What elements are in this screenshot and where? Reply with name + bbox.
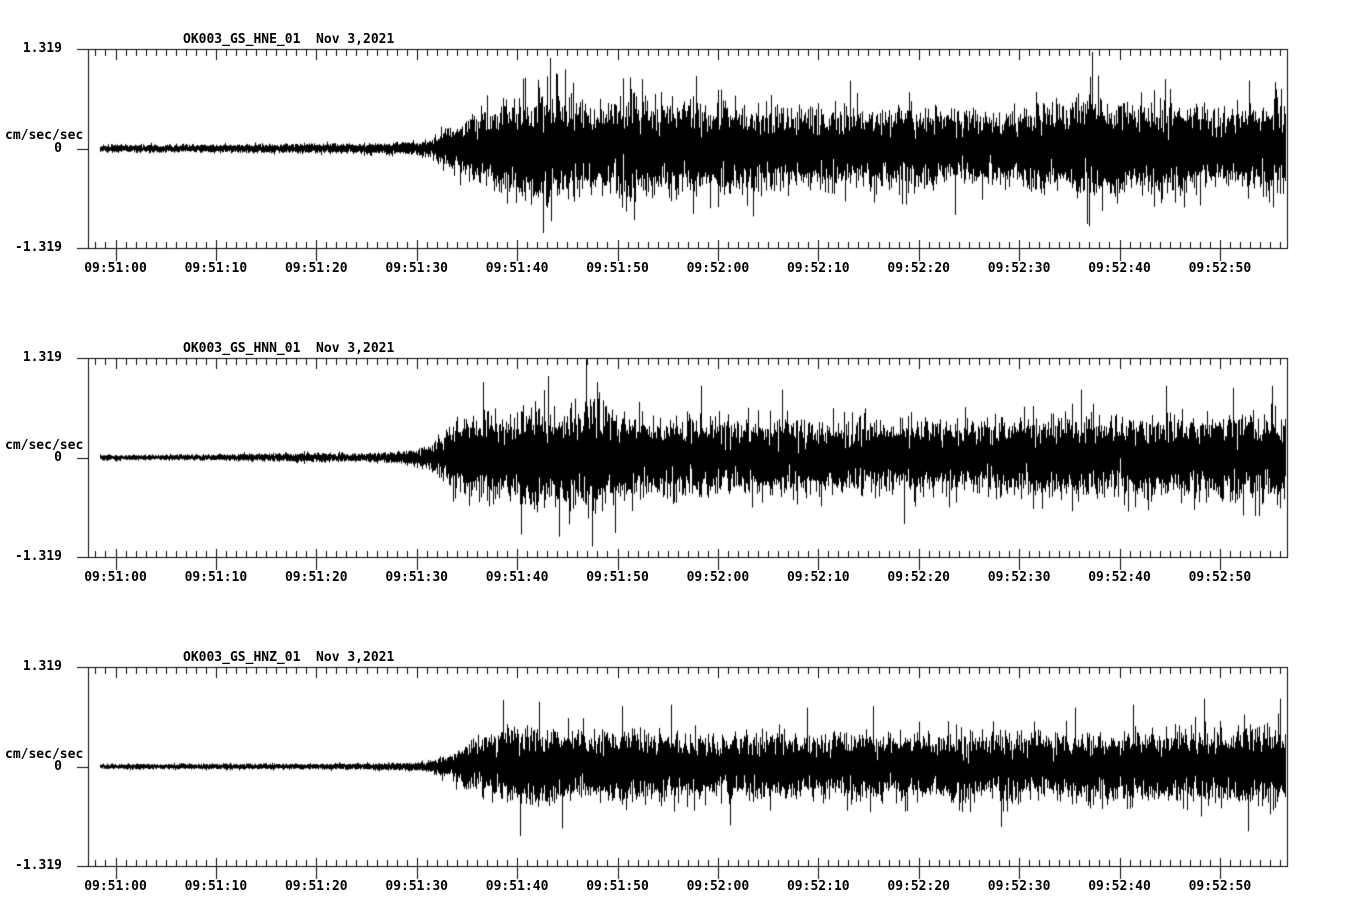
x-axis-tick-label: 09:51:40: [485, 879, 549, 894]
y-axis-tick-label-min: -1.319: [15, 549, 62, 564]
x-axis-tick-label: 09:51:10: [184, 570, 248, 585]
x-axis-tick-label: 09:52:10: [786, 261, 850, 276]
x-axis-tick-label: 09:51:50: [586, 261, 649, 276]
y-axis-unit-label: cm/sec/sec: [5, 438, 84, 453]
x-axis-tick-label: 09:52:00: [686, 261, 750, 276]
x-axis-tick-label: 09:52:50: [1188, 261, 1252, 276]
y-axis-unit-label: cm/sec/sec: [5, 747, 84, 762]
x-axis-tick-label: 09:51:10: [184, 879, 248, 894]
panel-title: OK003_GS_HNN_01 Nov 3,2021: [183, 341, 395, 356]
x-axis-tick-label: 09:51:40: [485, 570, 549, 585]
x-axis-tick-label: 09:52:20: [887, 261, 950, 276]
x-axis-tick-label: 09:52:30: [987, 261, 1051, 276]
x-axis-tick-label: 09:52:40: [1088, 879, 1151, 894]
y-axis-tick-label-min: -1.319: [15, 240, 62, 255]
panel-title: OK003_GS_HNZ_01 Nov 3,2021: [183, 650, 395, 665]
y-axis-tick-label-max: 1.319: [22, 41, 62, 56]
x-axis-tick-label: 09:51:20: [284, 261, 348, 276]
y-axis-tick-label-zero: 0: [54, 141, 62, 156]
x-axis-tick-label: 09:52:20: [887, 570, 950, 585]
x-axis-tick-label: 09:52:00: [686, 879, 750, 894]
x-axis-tick-label: 09:51:50: [586, 570, 649, 585]
x-axis-tick-label: 09:51:30: [385, 879, 448, 894]
x-axis-tick-label: 09:52:10: [786, 879, 850, 894]
y-axis-tick-label-max: 1.319: [22, 350, 62, 365]
x-axis-tick-label: 09:51:10: [184, 261, 248, 276]
x-axis-tick-label: 09:51:50: [586, 879, 649, 894]
y-axis-unit-label: cm/sec/sec: [5, 128, 84, 143]
x-axis-tick-label: 09:52:50: [1188, 879, 1252, 894]
x-axis-tick-label: 09:51:30: [385, 261, 448, 276]
x-axis-tick-label: 09:51:20: [284, 570, 348, 585]
x-axis-tick-label: 09:52:10: [786, 570, 850, 585]
y-axis-tick-label-min: -1.319: [15, 858, 62, 873]
x-axis-tick-label: 09:51:20: [284, 879, 348, 894]
x-axis-tick-label: 09:52:30: [987, 879, 1051, 894]
x-axis-tick-label: 09:51:30: [385, 570, 448, 585]
x-axis-tick-label: 09:52:50: [1188, 570, 1252, 585]
x-axis-tick-label: 09:51:40: [485, 261, 549, 276]
panel-title: OK003_GS_HNE_01 Nov 3,2021: [183, 32, 395, 47]
x-axis-tick-label: 09:52:40: [1088, 570, 1151, 585]
x-axis-tick-label: 09:52:20: [887, 879, 950, 894]
x-axis-tick-label: 09:51:00: [84, 879, 147, 894]
x-axis-tick-label: 09:52:30: [987, 570, 1051, 585]
x-axis-tick-label: 09:52:00: [686, 570, 750, 585]
x-axis-tick-label: 09:51:00: [84, 570, 147, 585]
x-axis-tick-label: 09:52:40: [1088, 261, 1151, 276]
y-axis-tick-label-zero: 0: [54, 759, 62, 774]
y-axis-tick-label-max: 1.319: [22, 659, 62, 674]
x-axis-tick-label: 09:51:00: [84, 261, 147, 276]
y-axis-tick-label-zero: 0: [54, 450, 62, 465]
